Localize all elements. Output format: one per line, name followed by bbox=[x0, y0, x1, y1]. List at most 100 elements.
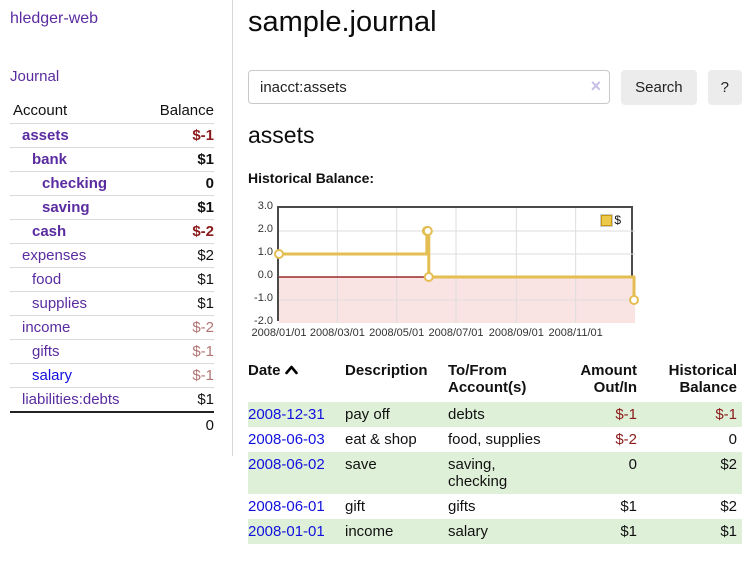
sidebar-item-journal[interactable]: Journal bbox=[10, 68, 60, 85]
account-link[interactable]: checking bbox=[42, 175, 108, 192]
transaction-accounts: saving, checking bbox=[448, 456, 508, 490]
transaction-balance: $2 bbox=[720, 456, 737, 473]
account-row: saving $1 bbox=[10, 195, 214, 220]
transaction-accounts: food, supplies bbox=[448, 431, 541, 448]
transactions-header-row: Date Description To/From Account(s) Amou… bbox=[248, 360, 742, 402]
account-balance: $2 bbox=[144, 243, 214, 268]
search-input[interactable] bbox=[248, 70, 611, 104]
transaction-accounts: gifts bbox=[448, 498, 476, 515]
x-axis-tick-label: 2008/09/01 bbox=[488, 327, 544, 339]
transaction-amount: $-1 bbox=[615, 406, 637, 423]
account-link[interactable]: food bbox=[32, 271, 62, 288]
transaction-description: pay off bbox=[345, 406, 390, 423]
account-table-body: assets $-1 bank $1 checking 0 saving $1 cash $-2 e… bbox=[10, 123, 214, 412]
x-axis-tick-label: 2008/05/01 bbox=[369, 327, 425, 339]
chart-plot-area: $ bbox=[274, 206, 640, 323]
description-column-header: Description bbox=[345, 362, 428, 379]
x-axis-tick-label: 2008/01/01 bbox=[251, 327, 307, 339]
transaction-balance: $1 bbox=[720, 523, 737, 540]
y-axis-tick-label: -1.0 bbox=[254, 292, 273, 304]
account-balance: $1 bbox=[144, 267, 214, 292]
transaction-row[interactable]: 2008-06-01 gift gifts $1 $2 bbox=[248, 494, 742, 519]
sidebar: hledger-web Journal Account Balance asse… bbox=[0, 0, 233, 456]
date-column-label: Date bbox=[248, 362, 281, 379]
transaction-balance: $-1 bbox=[715, 406, 737, 423]
transaction-amount: 0 bbox=[628, 456, 637, 473]
transaction-amount: $-2 bbox=[615, 431, 637, 448]
main-content: sample.journal × Search ? assets Histori… bbox=[248, 0, 742, 544]
y-axis-tick-label: 1.0 bbox=[257, 246, 273, 258]
tofrom-column-header: To/From Account(s) bbox=[448, 362, 527, 396]
account-row: expenses $2 bbox=[10, 243, 214, 268]
account-link[interactable]: assets bbox=[22, 127, 69, 144]
sort-ascending-icon bbox=[284, 365, 298, 375]
account-link[interactable]: gifts bbox=[32, 343, 60, 360]
date-column-header[interactable]: Date bbox=[248, 360, 345, 402]
account-balance: $1 bbox=[144, 195, 214, 220]
account-row: bank $1 bbox=[10, 147, 214, 172]
account-row: checking 0 bbox=[10, 171, 214, 196]
transaction-description: income bbox=[345, 523, 394, 540]
account-balance: 0 bbox=[144, 171, 214, 196]
account-row: cash $-2 bbox=[10, 219, 214, 244]
app-title-link[interactable]: hledger-web bbox=[10, 10, 99, 27]
account-balance: $-1 bbox=[144, 339, 214, 364]
y-axis-tick-label: 3.0 bbox=[257, 200, 273, 212]
help-button[interactable]: ? bbox=[707, 69, 742, 105]
chart-legend: $ bbox=[600, 213, 621, 227]
account-balance: $1 bbox=[144, 291, 214, 316]
transaction-date-link[interactable]: 2008-06-03 bbox=[248, 431, 325, 448]
transaction-date-link[interactable]: 2008-12-31 bbox=[248, 406, 325, 423]
transaction-row[interactable]: 2008-06-02 save saving, checking 0 $2 bbox=[248, 452, 742, 494]
account-row: liabilities:debts $1 bbox=[10, 387, 214, 412]
transaction-amount: $1 bbox=[620, 498, 637, 515]
account-balance: $-1 bbox=[144, 363, 214, 388]
page-title: sample.journal bbox=[248, 6, 437, 38]
transaction-row[interactable]: 2008-01-01 income salary $1 $1 bbox=[248, 519, 742, 544]
y-axis-tick-label: -2.0 bbox=[254, 315, 273, 327]
account-link[interactable]: saving bbox=[42, 199, 90, 216]
transaction-row[interactable]: 2008-06-03 eat & shop food, supplies $-2 0 bbox=[248, 427, 742, 452]
account-balance: $-1 bbox=[144, 123, 214, 148]
search-button[interactable]: Search bbox=[621, 69, 697, 105]
account-balance: $1 bbox=[144, 147, 214, 172]
transaction-description: save bbox=[345, 456, 377, 473]
x-axis-tick-label: 2008/03/01 bbox=[309, 327, 365, 339]
amount-column-header: Amount Out/In bbox=[580, 362, 637, 396]
balance-column-header: Balance bbox=[159, 102, 214, 119]
account-link[interactable]: bank bbox=[32, 151, 68, 168]
account-row: gifts $-1 bbox=[10, 339, 214, 364]
transaction-accounts: debts bbox=[448, 406, 485, 423]
transaction-accounts: salary bbox=[448, 523, 489, 540]
transaction-date-link[interactable]: 2008-06-01 bbox=[248, 498, 325, 515]
account-balance: $1 bbox=[144, 387, 214, 412]
x-axis-tick-label: 2008/11/01 bbox=[548, 327, 603, 339]
transaction-date-link[interactable]: 2008-06-02 bbox=[248, 456, 325, 473]
transaction-description: eat & shop bbox=[345, 431, 417, 448]
transaction-date-link[interactable]: 2008-01-01 bbox=[248, 523, 325, 540]
account-link[interactable]: cash bbox=[32, 223, 67, 240]
transaction-amount: $1 bbox=[620, 523, 637, 540]
account-row: salary $-1 bbox=[10, 363, 214, 388]
account-column-header: Account bbox=[13, 102, 68, 119]
account-link[interactable]: expenses bbox=[22, 247, 87, 264]
account-link[interactable]: salary bbox=[32, 367, 73, 384]
account-link[interactable]: supplies bbox=[32, 295, 88, 312]
transaction-row[interactable]: 2008-12-31 pay off debts $-1 $-1 bbox=[248, 402, 742, 427]
transaction-balance: $2 bbox=[720, 498, 737, 515]
account-balance-table: Account Balance assets $-1 bank $1 checking 0… bbox=[10, 99, 214, 438]
x-axis-tick-label: 2008/07/01 bbox=[428, 327, 484, 339]
account-row: supplies $1 bbox=[10, 291, 214, 316]
account-row: income $-2 bbox=[10, 315, 214, 340]
account-link[interactable]: income bbox=[22, 319, 71, 336]
account-balance: $-2 bbox=[144, 315, 214, 340]
clear-search-icon[interactable]: × bbox=[590, 76, 602, 96]
historical-balance-chart: $ 3.0 2.0 1.0 0.0 -1.0 -2.0 2008/01/01 2008/03… bbox=[248, 200, 742, 339]
transaction-balance: 0 bbox=[728, 431, 737, 448]
account-balance: $-2 bbox=[144, 219, 214, 244]
transaction-description: gift bbox=[345, 498, 366, 515]
account-total-row: 0 bbox=[10, 411, 214, 438]
account-heading: assets bbox=[248, 122, 315, 148]
account-link[interactable]: liabilities:debts bbox=[22, 391, 120, 408]
legend-label: $ bbox=[614, 213, 621, 227]
